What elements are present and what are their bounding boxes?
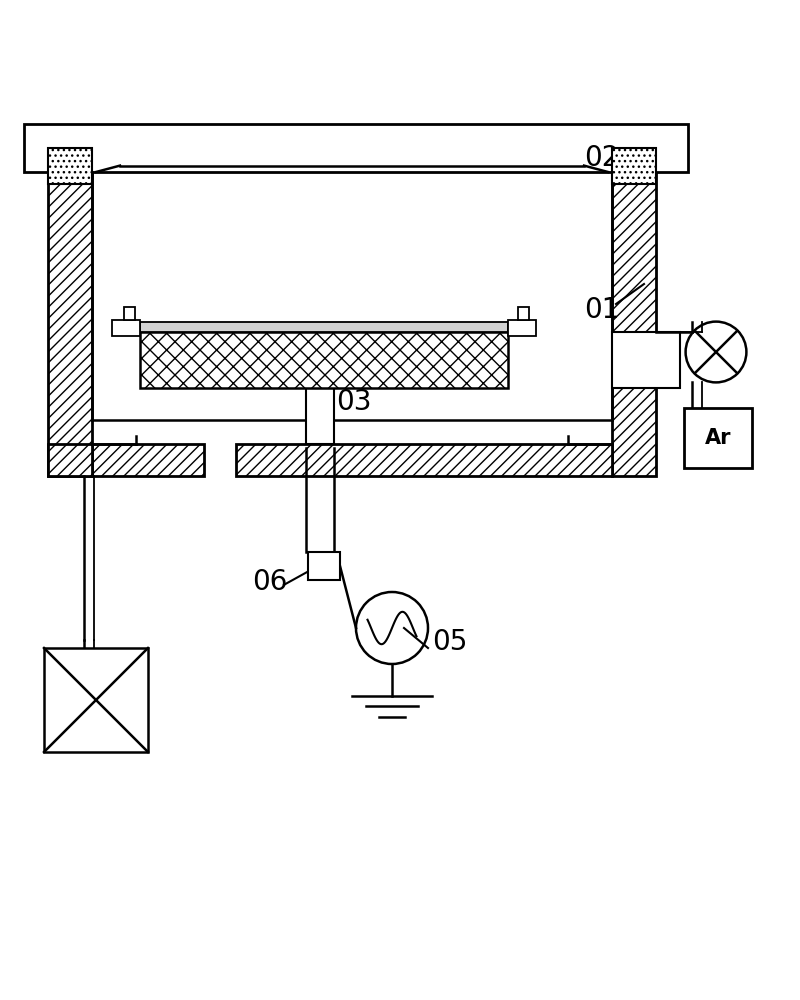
Bar bbox=[308, 552, 340, 580]
Bar bbox=[508, 320, 536, 336]
Text: 05: 05 bbox=[432, 628, 467, 656]
Text: 01: 01 bbox=[584, 296, 619, 324]
Bar bbox=[306, 388, 334, 444]
Bar bbox=[124, 307, 135, 320]
Text: 04: 04 bbox=[268, 328, 303, 356]
Bar bbox=[518, 307, 529, 320]
Bar bbox=[92, 444, 204, 476]
Bar bbox=[112, 320, 140, 336]
Bar bbox=[684, 408, 752, 468]
Text: 02: 02 bbox=[584, 144, 619, 172]
Bar bbox=[140, 322, 508, 332]
Bar bbox=[612, 148, 656, 184]
Bar bbox=[48, 140, 92, 476]
Bar bbox=[140, 332, 508, 388]
Bar bbox=[612, 140, 656, 476]
Text: 06: 06 bbox=[252, 568, 287, 596]
Bar bbox=[48, 148, 92, 184]
Bar bbox=[612, 332, 680, 388]
Bar bbox=[24, 124, 688, 172]
Text: Ar: Ar bbox=[705, 428, 731, 448]
Text: 03: 03 bbox=[336, 388, 371, 416]
Bar bbox=[48, 444, 92, 476]
Bar bbox=[236, 444, 612, 476]
Bar bbox=[44, 648, 148, 752]
